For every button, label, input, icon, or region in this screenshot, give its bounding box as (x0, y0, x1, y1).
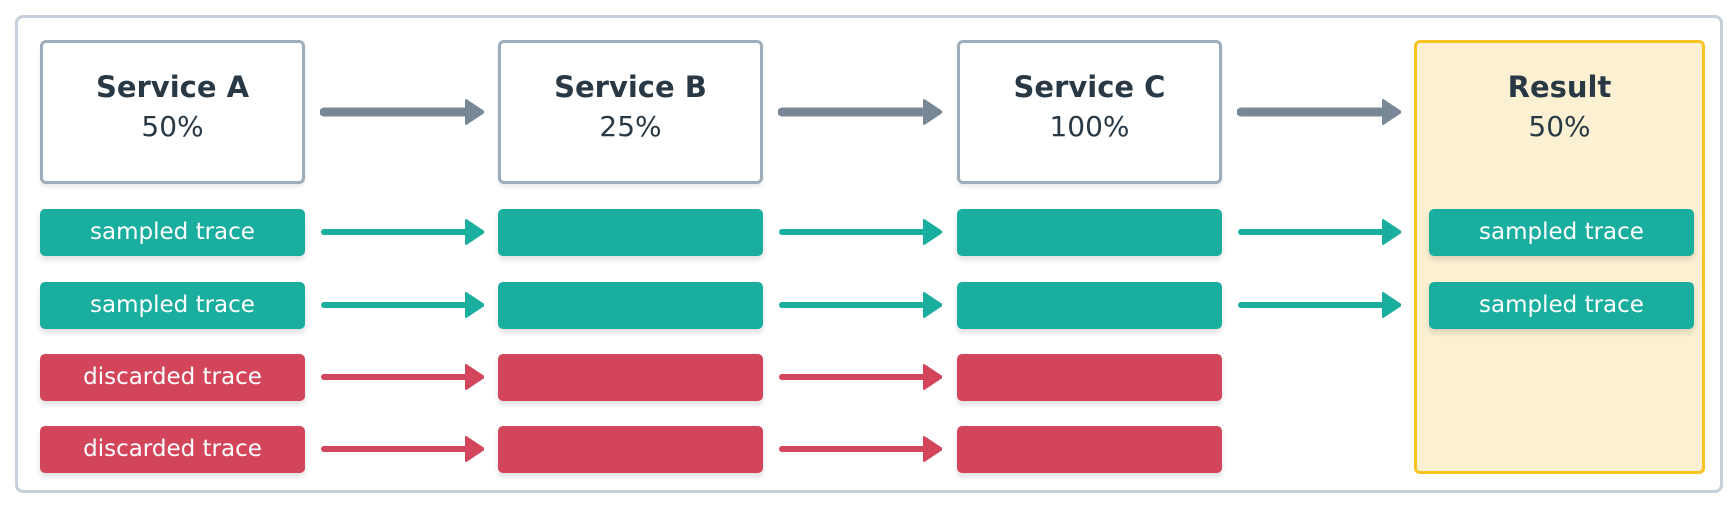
trace-block (498, 282, 763, 329)
trace-label: discarded trace (40, 354, 305, 401)
arrow-right-icon (779, 292, 942, 318)
trace-block (498, 354, 763, 401)
arrow-right-icon (1237, 99, 1401, 125)
trace-block (957, 282, 1222, 329)
service-title: Service C (1013, 70, 1166, 104)
arrow-right-icon (778, 99, 942, 125)
trace-block (498, 426, 763, 473)
trace-block (957, 354, 1222, 401)
trace-block (957, 426, 1222, 473)
diagram-frame (15, 15, 1723, 493)
service-title: Service A (95, 70, 250, 104)
arrow-right-icon (1238, 219, 1401, 245)
trace-label: discarded trace (40, 426, 305, 473)
arrow-right-icon (321, 436, 484, 462)
service-rate: 25% (599, 110, 662, 143)
result-trace-label: sampled trace (1429, 282, 1694, 329)
result-trace-label: sampled trace (1429, 209, 1694, 256)
arrow-right-icon (321, 219, 484, 245)
service-rate: 100% (1049, 110, 1130, 143)
arrow-right-icon (779, 219, 942, 245)
trace-block (498, 209, 763, 256)
trace-label: sampled trace (40, 282, 305, 329)
service-c-box: Service C 100% (957, 40, 1222, 184)
result-rate: 50% (1528, 110, 1591, 143)
service-b-box: Service B 25% (498, 40, 763, 184)
arrow-right-icon (320, 99, 484, 125)
arrow-right-icon (779, 436, 942, 462)
result-title: Result (1507, 70, 1612, 104)
trace-label: sampled trace (40, 209, 305, 256)
service-a-box: Service A 50% (40, 40, 305, 184)
trace-block (957, 209, 1222, 256)
arrow-right-icon (321, 364, 484, 390)
service-title: Service B (554, 70, 707, 104)
arrow-right-icon (1238, 292, 1401, 318)
arrow-right-icon (779, 364, 942, 390)
arrow-right-icon (321, 292, 484, 318)
result-box: Result 50% (1414, 40, 1705, 474)
service-rate: 50% (141, 110, 204, 143)
